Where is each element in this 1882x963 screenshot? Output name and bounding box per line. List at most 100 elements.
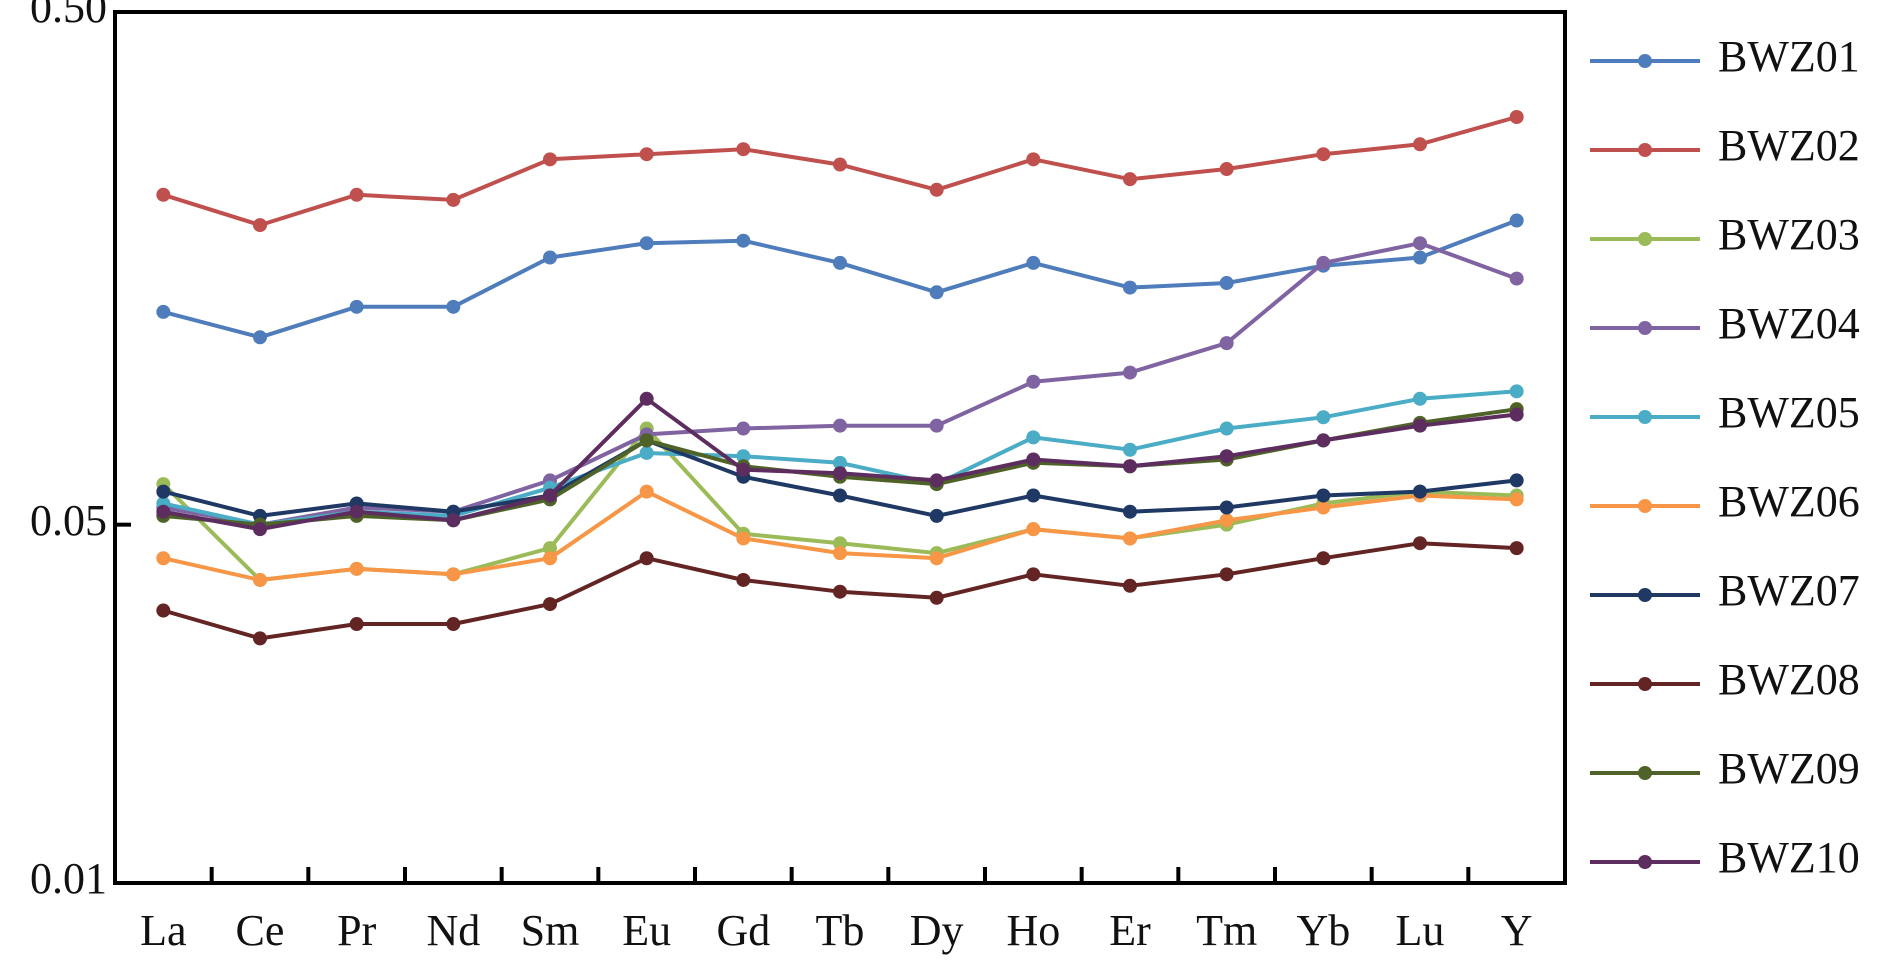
data-point <box>833 418 847 433</box>
data-point <box>349 617 364 632</box>
data-point <box>736 531 751 546</box>
legend-item: BWZ03 <box>1590 210 1860 259</box>
data-point <box>929 418 944 433</box>
legend-label: BWZ10 <box>1718 833 1860 882</box>
data-point <box>446 192 461 207</box>
data-point <box>1316 551 1331 566</box>
legend-item: BWZ07 <box>1590 566 1860 615</box>
data-point <box>736 572 751 587</box>
data-point <box>543 551 557 566</box>
data-point <box>1316 488 1331 503</box>
data-point <box>1316 410 1331 425</box>
data-point <box>1026 255 1041 270</box>
data-point <box>446 617 461 632</box>
data-point <box>1219 421 1234 436</box>
data-point <box>1509 384 1524 399</box>
x-tick-label: Tb <box>816 906 865 955</box>
legend-swatch-marker <box>1638 855 1652 869</box>
x-tick-label: Nd <box>426 906 480 955</box>
legend-item: BWZ10 <box>1590 833 1860 882</box>
data-point <box>543 152 557 167</box>
data-point <box>1123 365 1137 380</box>
data-point <box>253 631 267 646</box>
data-point <box>929 473 944 488</box>
data-point <box>833 255 847 270</box>
data-point <box>1413 137 1427 152</box>
data-point <box>1509 492 1524 507</box>
data-point <box>1219 513 1234 528</box>
legend: BWZ01 BWZ02 BWZ03 BWZ04 BWZ05 BWZ06 BWZ07 BWZ08… <box>1590 32 1860 882</box>
data-point <box>1509 407 1524 422</box>
legend-item: BWZ09 <box>1590 744 1860 793</box>
data-point <box>639 433 654 448</box>
legend-label: BWZ06 <box>1718 477 1860 526</box>
series-BWZ02 <box>156 110 1524 233</box>
data-point <box>253 572 267 587</box>
data-point <box>1219 449 1234 464</box>
series-layer <box>156 110 1524 646</box>
data-point <box>156 484 171 499</box>
data-point <box>156 504 171 519</box>
legend-swatch-marker <box>1638 232 1652 246</box>
data-point <box>1509 110 1524 125</box>
y-axis: 0.50 0.05 0.01 <box>30 0 131 903</box>
data-point <box>639 236 654 251</box>
x-tick-label: Lu <box>1396 906 1445 955</box>
data-point <box>1509 213 1524 228</box>
data-point <box>349 187 364 202</box>
series-BWZ10 <box>156 391 1524 537</box>
series-line <box>162 218 1518 340</box>
data-point <box>253 330 267 345</box>
data-point <box>543 488 557 503</box>
data-point <box>349 504 364 519</box>
data-point <box>1123 442 1137 457</box>
data-point <box>833 488 847 503</box>
data-point <box>1413 418 1427 433</box>
data-point <box>1413 391 1427 406</box>
x-tick-label: Sm <box>521 906 580 955</box>
data-point <box>253 522 267 537</box>
legend-swatch-marker <box>1638 499 1652 513</box>
x-tick-label: Y <box>1501 906 1533 955</box>
y-tick-label: 0.50 <box>30 0 107 32</box>
data-point <box>156 551 171 566</box>
data-point <box>543 597 557 612</box>
data-point <box>1026 522 1041 537</box>
legend-label: BWZ02 <box>1718 121 1860 170</box>
legend-item: BWZ02 <box>1590 121 1860 170</box>
legend-item: BWZ01 <box>1590 32 1860 81</box>
data-point <box>1413 250 1427 265</box>
data-point <box>929 285 944 300</box>
data-point <box>1219 500 1234 515</box>
series-BWZ08 <box>156 536 1524 646</box>
data-point <box>156 304 171 319</box>
data-point <box>1219 276 1234 291</box>
data-point <box>1413 536 1427 551</box>
legend-label: BWZ08 <box>1718 655 1860 704</box>
data-point <box>736 233 751 248</box>
data-point <box>1413 236 1427 251</box>
data-point <box>1123 531 1137 546</box>
plot-area <box>113 10 1567 885</box>
data-point <box>736 449 751 464</box>
legend-label: BWZ04 <box>1718 299 1860 348</box>
data-point <box>1123 578 1137 593</box>
x-tick-label: Eu <box>622 906 671 955</box>
legend-label: BWZ07 <box>1718 566 1860 615</box>
data-point <box>1123 504 1137 519</box>
data-point <box>1316 255 1331 270</box>
x-tick-label: Pr <box>337 906 376 955</box>
data-point <box>1509 271 1524 286</box>
data-point <box>1026 152 1041 167</box>
y-tick-label: 0.05 <box>30 496 107 545</box>
data-point <box>1026 430 1041 445</box>
data-point <box>349 299 364 314</box>
legend-label: BWZ01 <box>1718 32 1860 81</box>
x-tick-label: Ho <box>1006 906 1060 955</box>
data-point <box>1219 567 1234 582</box>
data-point <box>1026 488 1041 503</box>
legend-label: BWZ05 <box>1718 388 1860 437</box>
y-tick-label: 0.01 <box>30 854 107 903</box>
